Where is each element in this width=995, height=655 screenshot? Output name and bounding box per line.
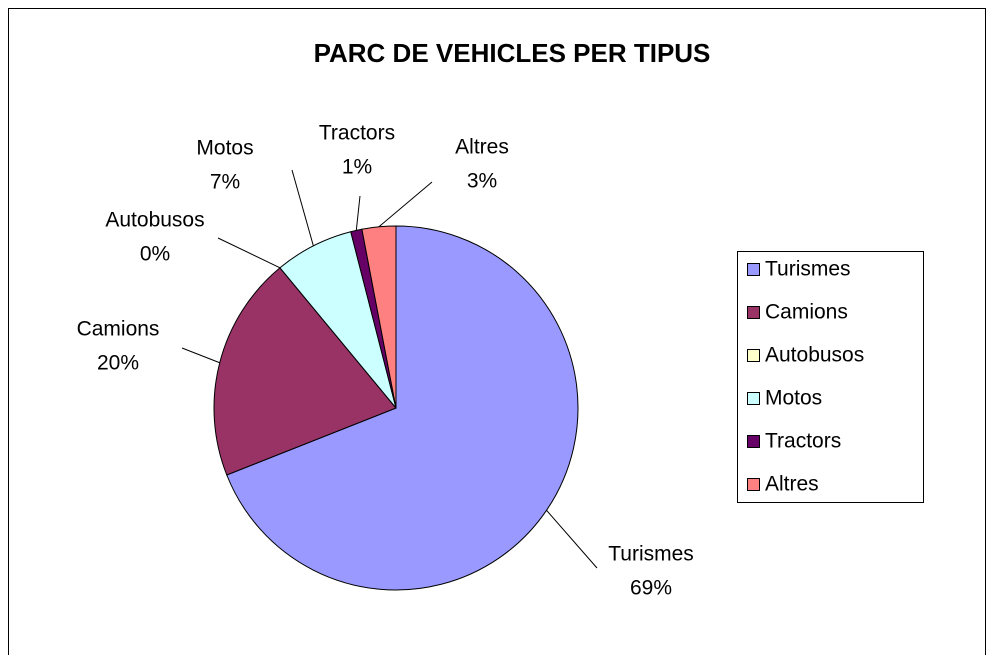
data-label-name: Camions	[77, 318, 160, 341]
data-label-value: 69%	[630, 577, 672, 600]
legend-swatch	[747, 392, 760, 405]
leader-line	[378, 181, 433, 228]
legend-swatch	[747, 306, 760, 319]
data-label-value: 3%	[467, 170, 497, 193]
legend-swatch	[747, 263, 760, 276]
legend-label: Turismes	[765, 258, 851, 281]
leader-line	[355, 195, 361, 231]
legend-label: Autobusos	[765, 344, 864, 367]
data-label-value: 0%	[140, 243, 170, 266]
data-label-name: Turismes	[608, 543, 694, 566]
legend-swatch	[747, 435, 760, 448]
data-label-name: Tractors	[319, 122, 395, 145]
legend-box	[737, 251, 924, 503]
legend-swatch	[747, 349, 760, 362]
pie-slice	[213, 267, 397, 476]
legend-swatch	[747, 478, 760, 491]
pie-slice	[226, 225, 579, 591]
legend-label: Motos	[765, 387, 822, 410]
data-label-value: 20%	[97, 352, 139, 375]
legend-label: Tractors	[765, 430, 841, 453]
data-label-name: Autobusos	[105, 209, 204, 232]
legend-label: Altres	[765, 473, 819, 496]
data-label-name: Altres	[455, 136, 509, 159]
legend-label: Camions	[765, 301, 848, 324]
data-label-value: 7%	[210, 171, 240, 194]
leader-line	[181, 347, 220, 364]
leader-line	[291, 169, 314, 246]
chart-title: PARC DE VEHICLES PER TIPUS	[314, 38, 711, 68]
leader-line	[217, 237, 281, 269]
leader-line	[546, 509, 598, 569]
data-label-name: Motos	[196, 137, 253, 160]
data-label-value: 1%	[342, 156, 372, 179]
